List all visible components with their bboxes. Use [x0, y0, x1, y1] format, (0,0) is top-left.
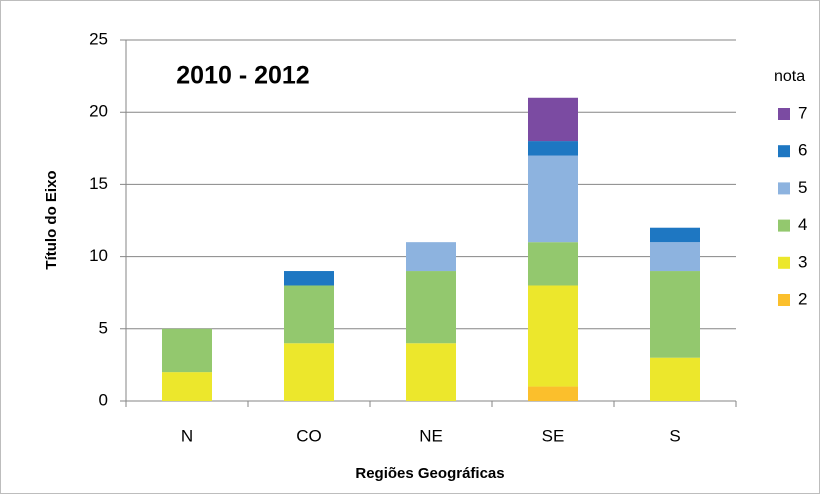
bar-segment [406, 242, 456, 272]
bar-segment [406, 343, 456, 401]
bar-segment [528, 242, 578, 286]
x-axis-label: Regiões Geográficas [355, 465, 504, 482]
legend-label: 4 [798, 215, 807, 234]
bar-segment [406, 271, 456, 344]
legend-swatch [778, 256, 790, 269]
y-tick-label: 20 [89, 102, 108, 121]
x-tick-label: NE [419, 426, 443, 445]
x-tick-label: N [181, 426, 193, 445]
bar-segment [528, 141, 578, 156]
legend-swatch [778, 182, 790, 195]
legend-label: 3 [798, 252, 807, 271]
bar-segment [528, 97, 578, 142]
bar-segment [650, 227, 700, 243]
bar-segment [650, 271, 700, 358]
bar-segment [528, 386, 578, 401]
legend-label: 2 [798, 289, 807, 308]
bar-segment [650, 357, 700, 401]
legend-swatch [778, 145, 790, 158]
legend-swatch [778, 219, 790, 232]
bar-segment [528, 155, 578, 243]
legend-title: nota [774, 68, 805, 85]
x-tick-label: S [669, 426, 680, 445]
legend-label: 6 [798, 141, 807, 160]
bar-segment [162, 328, 212, 373]
legend-swatch [778, 294, 790, 306]
bar-segment [284, 285, 334, 344]
legend-label: 5 [798, 178, 807, 197]
bar-segment [162, 372, 212, 401]
bar-segment [528, 285, 578, 387]
x-tick-label: CO [296, 426, 322, 445]
bar-segment [284, 271, 334, 286]
bar-segment [284, 343, 334, 401]
y-axis-label: Título do Eixo [43, 170, 60, 269]
legend-swatch [778, 108, 790, 120]
y-tick-label: 15 [89, 174, 108, 193]
legend-label: 7 [798, 103, 807, 122]
y-tick-label: 5 [99, 318, 108, 337]
y-tick-label: 0 [99, 390, 108, 409]
bar-segment [650, 242, 700, 272]
y-tick-label: 25 [89, 29, 108, 48]
x-tick-label: SE [542, 426, 565, 445]
chart-title: 2010 - 2012 [176, 62, 309, 90]
y-tick-label: 10 [89, 246, 108, 265]
